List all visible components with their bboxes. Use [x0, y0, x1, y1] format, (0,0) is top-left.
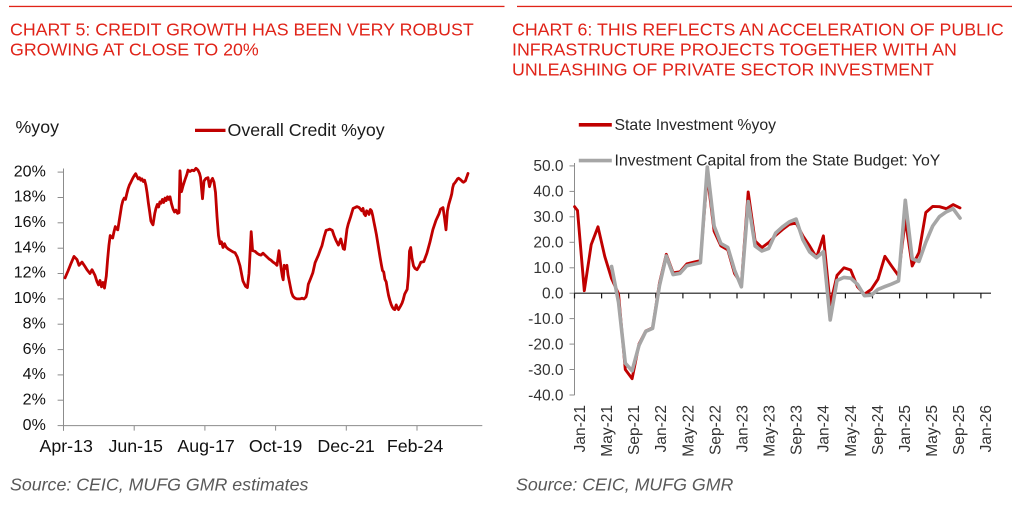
svg-text:%yoy: %yoy [16, 117, 60, 137]
svg-text:Jan-21: Jan-21 [572, 405, 589, 452]
svg-text:UNLEASHING OF PRIVATE SECTOR I: UNLEASHING OF PRIVATE SECTOR INVESTMENT [512, 60, 934, 80]
svg-text:CHART 5: CREDIT GROWTH HAS BEE: CHART 5: CREDIT GROWTH HAS BEEN VERY ROB… [10, 20, 474, 40]
svg-text:Sep-21: Sep-21 [626, 405, 643, 455]
svg-text:-30.0: -30.0 [528, 362, 564, 379]
svg-text:Jan-25: Jan-25 [897, 405, 914, 452]
svg-text:Aug-17: Aug-17 [177, 436, 234, 456]
svg-text:CHART 6: THIS REFLECTS AN ACCE: CHART 6: THIS REFLECTS AN ACCELERATION O… [512, 20, 1004, 40]
svg-text:INFRASTRUCTURE PROJECTS TOGETH: INFRASTRUCTURE PROJECTS TOGETHER WITH AN [512, 40, 957, 60]
svg-text:May-25: May-25 [924, 405, 941, 457]
svg-text:14%: 14% [14, 239, 46, 256]
svg-text:2%: 2% [23, 391, 46, 408]
svg-text:Apr-13: Apr-13 [40, 436, 93, 456]
svg-text:May-24: May-24 [843, 405, 860, 457]
svg-text:20.0: 20.0 [533, 235, 564, 252]
svg-text:Feb-24: Feb-24 [387, 436, 443, 456]
svg-text:0%: 0% [23, 417, 46, 434]
svg-text:Sep-24: Sep-24 [870, 405, 887, 455]
svg-text:Investment Capital from the St: Investment Capital from the State Budget… [615, 153, 941, 170]
svg-text:10.0: 10.0 [533, 260, 564, 277]
svg-text:Jun-15: Jun-15 [109, 436, 163, 456]
svg-text:State Investment %yoy: State Investment %yoy [615, 117, 777, 134]
svg-text:Overall Credit %yoy: Overall Credit %yoy [228, 120, 385, 140]
svg-text:Oct-19: Oct-19 [249, 436, 302, 456]
svg-text:Sep-22: Sep-22 [707, 405, 724, 455]
svg-text:Sep-25: Sep-25 [951, 405, 968, 455]
svg-text:Jan-24: Jan-24 [816, 405, 833, 453]
svg-text:40.0: 40.0 [533, 184, 564, 201]
svg-text:Jan-23: Jan-23 [734, 405, 751, 452]
svg-text:Source: CEIC, MUFG GMR: Source: CEIC, MUFG GMR [516, 475, 734, 495]
svg-text:18%: 18% [14, 189, 46, 206]
svg-text:GROWING AT CLOSE TO 20%: GROWING AT CLOSE TO 20% [10, 40, 259, 60]
svg-text:16%: 16% [14, 214, 46, 231]
svg-text:30.0: 30.0 [533, 209, 564, 226]
svg-text:20%: 20% [14, 163, 46, 180]
svg-text:-10.0: -10.0 [528, 311, 564, 328]
svg-text:May-21: May-21 [599, 405, 616, 457]
svg-text:-20.0: -20.0 [528, 336, 564, 353]
svg-text:8%: 8% [23, 315, 46, 332]
svg-text:0.0: 0.0 [542, 286, 564, 303]
svg-text:May-22: May-22 [680, 405, 697, 457]
svg-text:Sep-23: Sep-23 [789, 405, 806, 455]
svg-text:4%: 4% [23, 366, 46, 383]
svg-text:Jan-26: Jan-26 [978, 405, 995, 452]
svg-text:10%: 10% [14, 290, 46, 307]
svg-text:6%: 6% [23, 341, 46, 358]
svg-text:May-23: May-23 [762, 405, 779, 457]
svg-text:Source: CEIC, MUFG GMR estimat: Source: CEIC, MUFG GMR estimates [10, 475, 308, 495]
svg-text:Jan-22: Jan-22 [653, 405, 670, 452]
svg-text:12%: 12% [14, 265, 46, 282]
svg-text:Dec-21: Dec-21 [317, 436, 374, 456]
svg-text:50.0: 50.0 [533, 158, 564, 175]
svg-text:-40.0: -40.0 [528, 387, 564, 404]
